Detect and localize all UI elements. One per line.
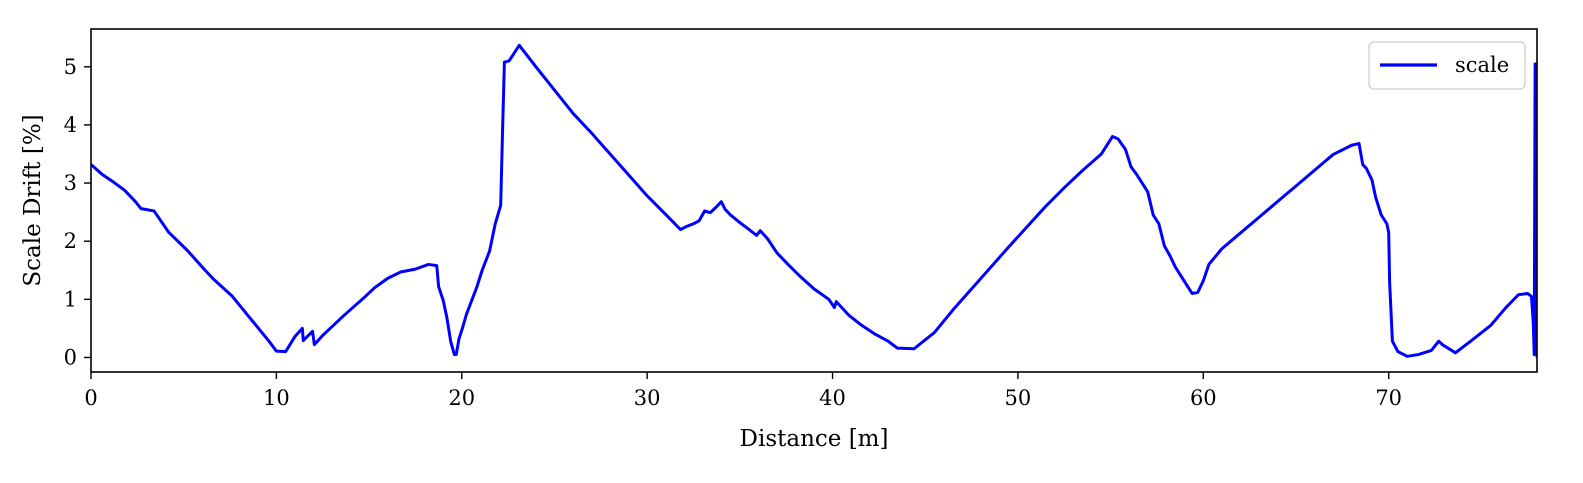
y-axis-ticks: 0 1 2 3 4 5 <box>64 55 91 369</box>
x-tick-label: 0 <box>84 386 97 410</box>
axes-frame <box>90 28 1538 373</box>
x-tick-label: 40 <box>819 386 846 410</box>
y-tick-label: 1 <box>64 287 77 311</box>
x-tick-label: 10 <box>263 386 290 410</box>
x-tick-label: 30 <box>634 386 661 410</box>
y-axis-label: Scale Drift [%] <box>20 114 46 286</box>
x-tick-label: 20 <box>448 386 475 410</box>
x-axis-ticks: 0 10 20 30 40 50 60 70 <box>84 372 1402 410</box>
legend-label-scale: scale <box>1455 53 1509 77</box>
y-tick-label: 5 <box>64 55 77 79</box>
x-axis-label: Distance [m] <box>740 426 889 452</box>
x-tick-label: 50 <box>1005 386 1032 410</box>
legend: scale <box>1368 41 1526 90</box>
series-layer <box>91 43 1537 358</box>
legend-box <box>1368 41 1526 90</box>
y-tick-label: 4 <box>64 113 77 137</box>
y-tick-label: 2 <box>64 229 77 253</box>
y-tick-label: 0 <box>64 345 77 369</box>
x-tick-label: 60 <box>1190 386 1217 410</box>
series-line-scale <box>91 43 1537 358</box>
y-tick-label: 3 <box>64 171 77 195</box>
x-tick-label: 70 <box>1375 386 1402 410</box>
